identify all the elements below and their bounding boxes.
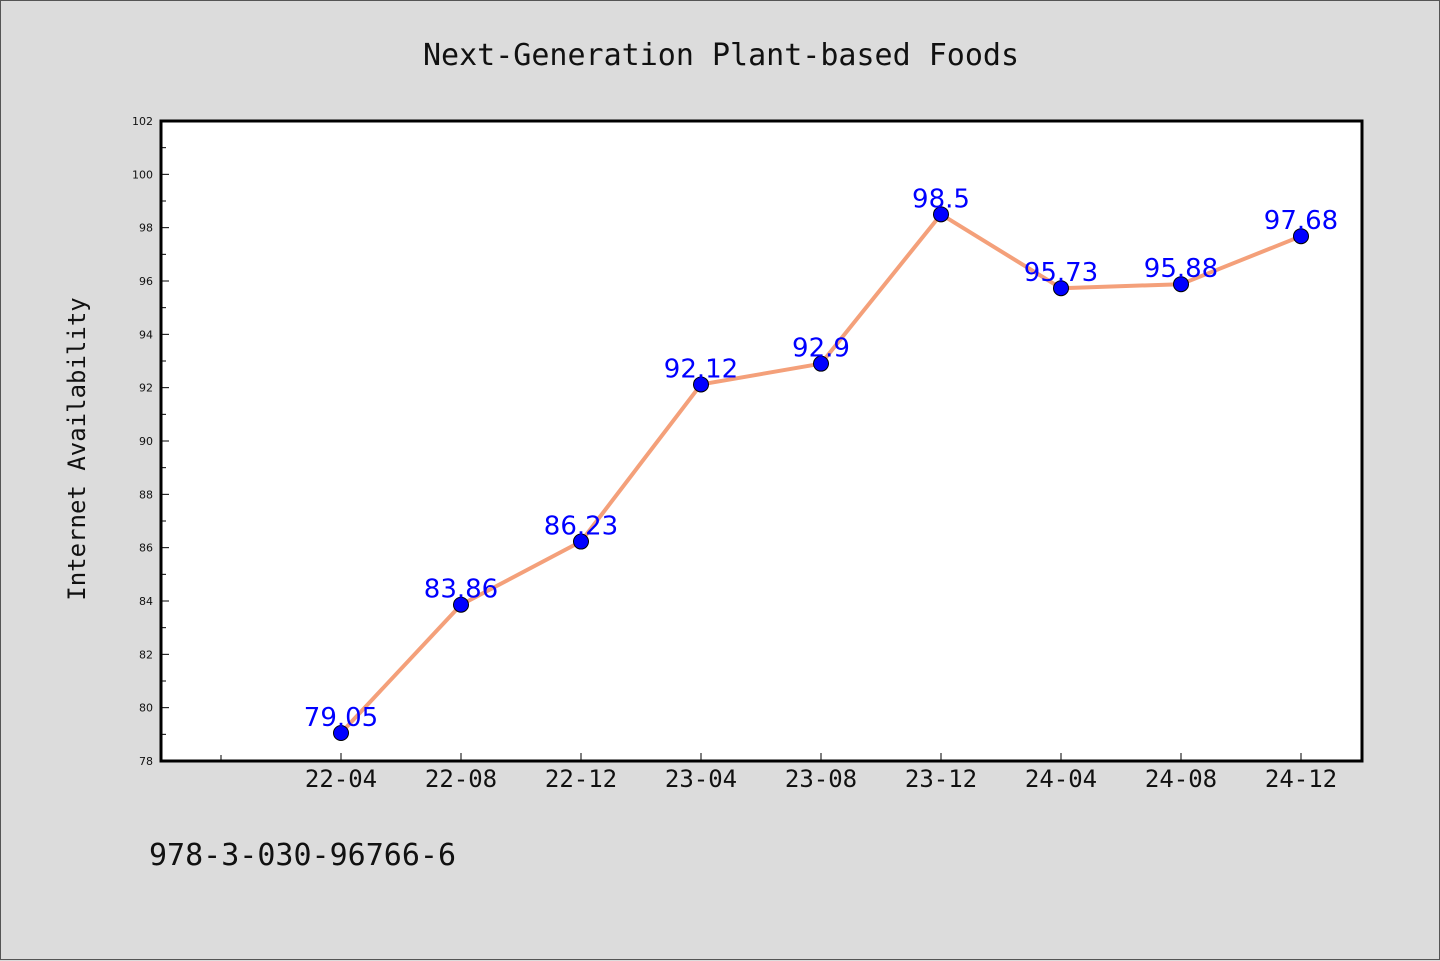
x-tick-label: 24-12 <box>1265 765 1337 793</box>
y-tick-label: 86 <box>139 542 153 555</box>
data-label: 92.9 <box>792 334 850 364</box>
data-point <box>933 206 949 223</box>
data-point <box>693 376 709 393</box>
x-tick-label: 23-04 <box>665 765 737 793</box>
y-tick-label: 96 <box>139 275 153 288</box>
footer-identifier: 978-3-030-96766-6 <box>149 838 456 873</box>
y-tick-label: 80 <box>139 702 153 715</box>
data-label: 98.5 <box>912 184 970 214</box>
x-tick-label: 23-12 <box>905 765 977 793</box>
y-tick-label: 88 <box>139 488 153 501</box>
data-point <box>1293 228 1309 245</box>
y-tick-label: 84 <box>139 595 153 608</box>
data-label: 79.05 <box>304 703 378 733</box>
data-label: 92.12 <box>664 354 738 384</box>
data-point <box>333 725 349 741</box>
data-label: 86.23 <box>544 512 618 542</box>
y-tick-label: 98 <box>139 222 153 235</box>
x-axis: 22-04 22-08 22-12 23-04 23-08 23-12 24-04 24-08… <box>220 753 1337 793</box>
y-tick-label: 78 <box>139 755 153 768</box>
y-tick-label: 102 <box>132 115 153 128</box>
data-label: 95.88 <box>1144 254 1218 284</box>
data-label: 83.86 <box>424 575 498 605</box>
x-tick-label: 22-04 <box>305 765 377 793</box>
x-tick-label: 22-08 <box>425 765 497 793</box>
y-tick-label: 100 <box>132 168 153 181</box>
y-tick-label: 92 <box>139 382 153 395</box>
chart-title: Next-Generation Plant-based Foods <box>423 38 1019 73</box>
data-point <box>1053 280 1069 297</box>
data-labels: 79.05 83.86 86.23 92.12 92.9 98.5 95.73 95.88 97… <box>304 184 1338 733</box>
data-label: 97.68 <box>1264 206 1338 236</box>
y-axis-label: Internet Availability <box>63 297 91 600</box>
data-point <box>813 355 829 372</box>
x-tick-label: 22-12 <box>545 765 617 793</box>
x-tick-label: 24-08 <box>1145 765 1217 793</box>
series-markers <box>333 206 1309 741</box>
x-tick-label: 23-08 <box>785 765 857 793</box>
y-tick-label: 90 <box>139 435 153 448</box>
plot-area <box>161 121 1362 761</box>
data-label: 95.73 <box>1024 258 1098 288</box>
plot-border <box>159 119 1364 763</box>
x-tick-label: 24-04 <box>1025 765 1097 793</box>
y-tick-label: 82 <box>139 648 153 661</box>
data-point <box>453 596 469 613</box>
y-axis: 78 80 82 84 86 88 90 92 94 96 98 100 102 <box>132 115 169 768</box>
data-point <box>573 533 589 550</box>
data-point <box>1173 276 1189 293</box>
y-tick-label: 94 <box>139 328 153 341</box>
